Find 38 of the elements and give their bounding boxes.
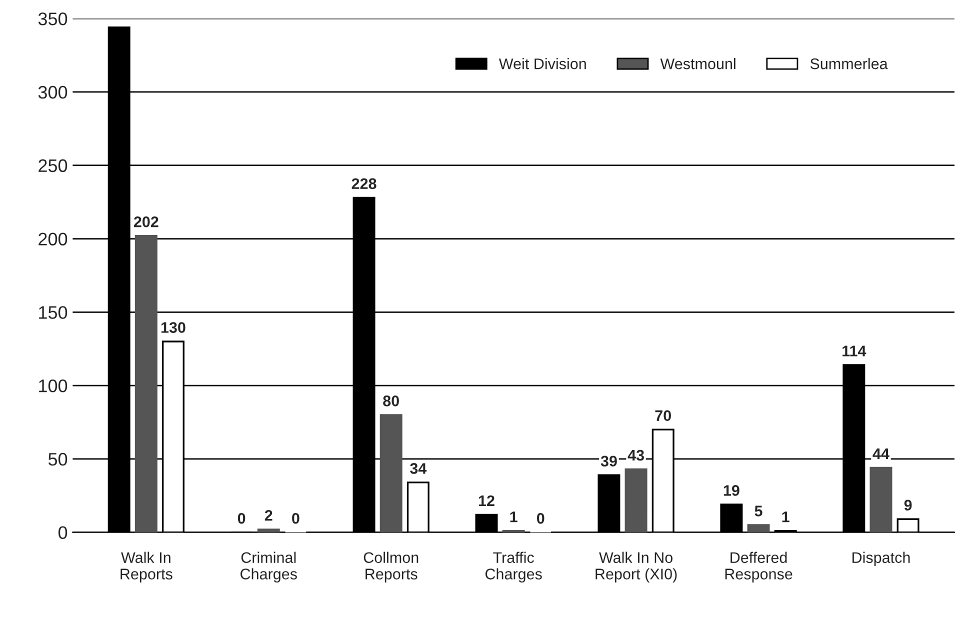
data-label: 34 [410, 463, 427, 474]
x-tick-label: Criminal Charges [240, 552, 297, 582]
y-tick-label: 300 [38, 86, 68, 99]
y-tick-label: 200 [38, 232, 68, 246]
data-label: 0 [238, 512, 246, 524]
x-tick-label: Collmon Reports [364, 552, 418, 582]
y-tick-label: 50 [48, 452, 68, 466]
y-tick-label: 350 [38, 12, 68, 26]
data-label: 12 [478, 495, 494, 506]
data-label: 2 [264, 510, 272, 521]
x-tick-label: Traffic Charges [485, 552, 542, 582]
data-label: 9 [904, 500, 912, 511]
data-label: 114 [842, 346, 866, 356]
data-label: 1 [782, 512, 790, 522]
x-tick-label: Walk In Reports [120, 552, 172, 582]
data-label: 202 [134, 216, 158, 228]
data-label: 130 [161, 322, 186, 333]
y-tick-label: 0 [58, 526, 68, 540]
y-tick-label: 250 [38, 159, 68, 172]
data-label: 5 [754, 506, 762, 516]
data-label: 80 [383, 396, 399, 406]
data-label: 39 [600, 456, 617, 467]
x-tick-label: Walk In No Report (XI0) [596, 552, 677, 582]
y-tick-label: 150 [39, 306, 68, 319]
data-label: 43 [628, 450, 644, 461]
data-label: 228 [352, 178, 376, 190]
y-tick-label: 100 [39, 379, 68, 392]
x-tick-label: Dispatch [852, 552, 910, 566]
legend-label: Weit Division [498, 58, 586, 70]
legend-label: Summerlea [810, 58, 888, 70]
data-label: 19 [724, 485, 740, 496]
data-label: 0 [536, 512, 544, 524]
data-label: 44 [872, 448, 890, 460]
data-label: 1 [510, 512, 518, 522]
legend-label: Westmounl [660, 58, 736, 70]
data-label: 70 [655, 410, 671, 422]
x-tick-label: Deffered Response [725, 552, 792, 582]
data-label: 0 [292, 512, 300, 524]
